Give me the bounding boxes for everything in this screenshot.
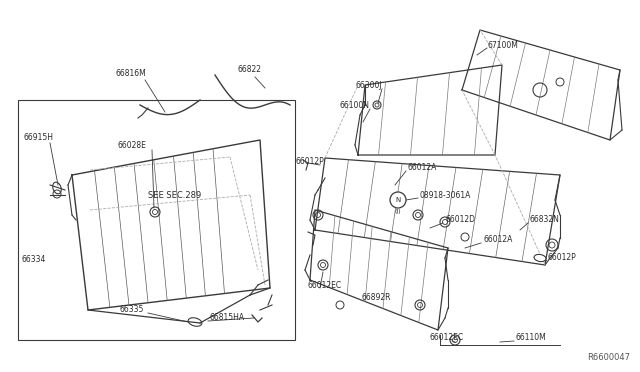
Text: 66012D: 66012D (445, 215, 475, 224)
Text: 08918-3061A: 08918-3061A (420, 190, 472, 199)
Text: 66815HA: 66815HA (210, 314, 245, 323)
Text: 66100N: 66100N (340, 100, 370, 109)
Text: 66822: 66822 (238, 65, 262, 74)
Text: 66012A: 66012A (408, 164, 437, 173)
Text: 66892R: 66892R (362, 294, 392, 302)
Text: N: N (396, 197, 401, 203)
Ellipse shape (534, 254, 546, 262)
Text: 66335: 66335 (120, 305, 145, 314)
Text: 66012P: 66012P (295, 157, 324, 167)
Text: 66012EC: 66012EC (307, 280, 341, 289)
Text: 66300J: 66300J (355, 80, 381, 90)
Text: R6600047: R6600047 (587, 353, 630, 362)
Text: SEE SEC.289: SEE SEC.289 (148, 190, 201, 199)
Text: 66012EC: 66012EC (430, 334, 464, 343)
Text: 66012A: 66012A (483, 235, 513, 244)
Bar (18, 100, 295, 340)
Text: 67100M: 67100M (488, 41, 519, 49)
Text: 66012P: 66012P (548, 253, 577, 262)
Text: 66028E: 66028E (118, 141, 147, 150)
Circle shape (390, 192, 406, 208)
Text: 66832N: 66832N (530, 215, 560, 224)
Text: 66816M: 66816M (116, 68, 147, 77)
Text: 66915H: 66915H (23, 134, 53, 142)
Text: (J): (J) (395, 209, 401, 215)
Text: 66110M: 66110M (516, 334, 547, 343)
Text: 66334: 66334 (22, 256, 46, 264)
